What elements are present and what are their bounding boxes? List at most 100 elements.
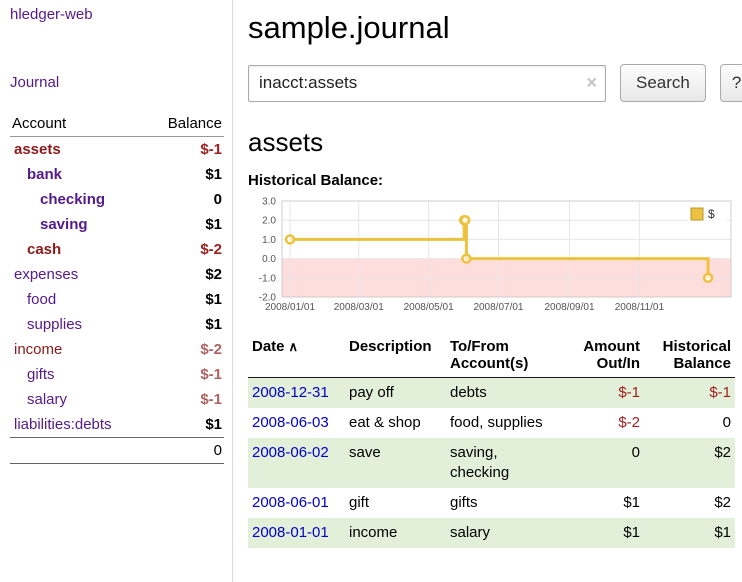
- transaction-amount: $1: [623, 524, 640, 541]
- brand-link[interactable]: hledger-web: [10, 6, 93, 23]
- transaction-balance: $-1: [709, 384, 731, 401]
- account-link-income[interactable]: income: [14, 341, 63, 358]
- y-tick-label: 1.0: [262, 235, 276, 246]
- col-amount: Amount Out/In: [564, 336, 644, 378]
- historical-balance-chart: 3.0 2.0 1.0 0.0 -1.0 -2.0 2008/01/01 2008/03/01…: [248, 195, 735, 322]
- col-accounts: To/From Account(s): [446, 336, 564, 378]
- account-row: expenses $2: [10, 262, 224, 287]
- transaction-amount: $-2: [618, 414, 640, 431]
- register-header-row: Date ∧ Description To/From Account(s) Amo…: [248, 336, 735, 378]
- y-tick-label: 2.0: [262, 216, 276, 227]
- account-balance: $-1: [200, 391, 222, 408]
- account-balance: $1: [205, 216, 222, 233]
- account-link-supplies[interactable]: supplies: [27, 316, 83, 333]
- accounts-col-account: Account: [10, 113, 147, 137]
- transaction-accounts: gifts: [450, 494, 478, 511]
- col-description: Description: [345, 336, 446, 378]
- account-row: bank $1: [10, 162, 224, 187]
- transaction-accounts: food, supplies: [450, 414, 543, 431]
- clear-search-icon[interactable]: ×: [586, 72, 597, 93]
- transaction-description: pay off: [349, 384, 394, 401]
- register-row: 2008-06-01 gift gifts $1 $2: [248, 488, 735, 518]
- account-row: gifts $-1: [10, 362, 224, 387]
- account-link-salary[interactable]: salary: [27, 391, 68, 408]
- register-row: 2008-06-02 save saving, checking 0 $2: [248, 438, 735, 488]
- accounts-total-spacer: [10, 437, 147, 464]
- transaction-description: save: [349, 444, 381, 461]
- account-row: cash $-2: [10, 237, 224, 262]
- account-link-gifts[interactable]: gifts: [27, 366, 55, 383]
- transaction-date-link[interactable]: 2008-12-31: [252, 384, 329, 401]
- sort-asc-icon: ∧: [288, 339, 299, 354]
- transaction-description: eat & shop: [349, 414, 421, 431]
- transaction-amount: 0: [631, 444, 640, 461]
- nav-journal-link[interactable]: Journal: [10, 74, 60, 91]
- legend-swatch: [690, 207, 704, 221]
- y-tick-label: -2.0: [259, 293, 277, 304]
- search-button[interactable]: Search: [620, 64, 706, 102]
- x-tick-label: 2008/01/01: [265, 302, 315, 313]
- y-tick-label: 3.0: [262, 197, 276, 208]
- search-form: × Search ?: [248, 64, 742, 102]
- sidebar: hledger-web Journal Account Balance asse…: [0, 0, 233, 582]
- transaction-balance: $2: [714, 444, 731, 461]
- transaction-date-link[interactable]: 2008-06-01: [252, 494, 329, 511]
- account-balance: $1: [205, 166, 222, 183]
- account-link-bank[interactable]: bank: [27, 166, 63, 183]
- chart-point: [284, 234, 296, 245]
- account-row: food $1: [10, 287, 224, 312]
- transaction-date-link[interactable]: 2008-06-03: [252, 414, 329, 431]
- account-link-expenses[interactable]: expenses: [14, 266, 79, 283]
- search-input[interactable]: [248, 64, 606, 102]
- col-date[interactable]: Date ∧: [248, 336, 345, 378]
- register-row: 2008-12-31 pay off debts $-1 $-1: [248, 377, 735, 408]
- accounts-total-row: 0: [10, 437, 224, 464]
- sidebar-nav: Journal: [10, 74, 224, 91]
- chart-border: [281, 200, 732, 298]
- page-title: sample.journal: [248, 10, 450, 45]
- accounts-col-balance: Balance: [146, 113, 224, 137]
- transaction-description: gift: [349, 494, 370, 511]
- account-link-food[interactable]: food: [27, 291, 57, 308]
- main-content: sample.journal × Search ? assets Histori…: [233, 0, 742, 582]
- account-row: liabilities:debts $1: [10, 412, 224, 438]
- y-tick-label: -1.0: [259, 273, 277, 284]
- x-tick-label: 2008/05/01: [404, 302, 454, 313]
- account-row: income $-2: [10, 337, 224, 362]
- account-link-assets[interactable]: assets: [14, 141, 61, 158]
- y-tick-label: 0.0: [262, 254, 276, 265]
- accounts-header-row: Account Balance: [10, 113, 224, 137]
- transaction-date-link[interactable]: 2008-06-02: [252, 444, 329, 461]
- account-link-cash[interactable]: cash: [27, 241, 62, 258]
- chart-title: Historical Balance:: [248, 172, 384, 189]
- account-row: checking 0: [10, 187, 224, 212]
- account-balance: $-1: [200, 141, 222, 158]
- account-balance: $1: [205, 316, 222, 333]
- search-box: ×: [248, 64, 606, 102]
- x-tick-label: 2008/09/01: [544, 302, 594, 313]
- account-row: salary $-1: [10, 387, 224, 412]
- accounts-total-value: 0: [146, 437, 224, 464]
- accounts-table: Account Balance assets $-1 bank $1 check…: [10, 113, 224, 464]
- account-link-liabilities-debts[interactable]: liabilities:debts: [14, 416, 112, 433]
- chart-point: [702, 272, 714, 284]
- account-link-checking[interactable]: checking: [40, 191, 106, 208]
- account-link-saving[interactable]: saving: [40, 216, 88, 233]
- account-heading: assets: [248, 127, 324, 157]
- account-balance: $2: [205, 266, 222, 283]
- transaction-balance: $1: [714, 524, 731, 541]
- account-row: saving $1: [10, 212, 224, 237]
- transaction-date-link[interactable]: 2008-01-01: [252, 524, 329, 541]
- transaction-balance: 0: [722, 414, 731, 431]
- transaction-amount: $-1: [618, 384, 640, 401]
- help-button[interactable]: ?: [719, 64, 742, 102]
- x-tick-label: 2008/11/01: [615, 302, 665, 313]
- app-brand: hledger-web: [10, 6, 224, 23]
- account-balance: 0: [213, 191, 222, 208]
- transaction-description: income: [349, 524, 398, 541]
- account-balance: $1: [205, 416, 222, 433]
- transaction-accounts: debts: [450, 384, 487, 401]
- register-table: Date ∧ Description To/From Account(s) Amo…: [248, 336, 735, 548]
